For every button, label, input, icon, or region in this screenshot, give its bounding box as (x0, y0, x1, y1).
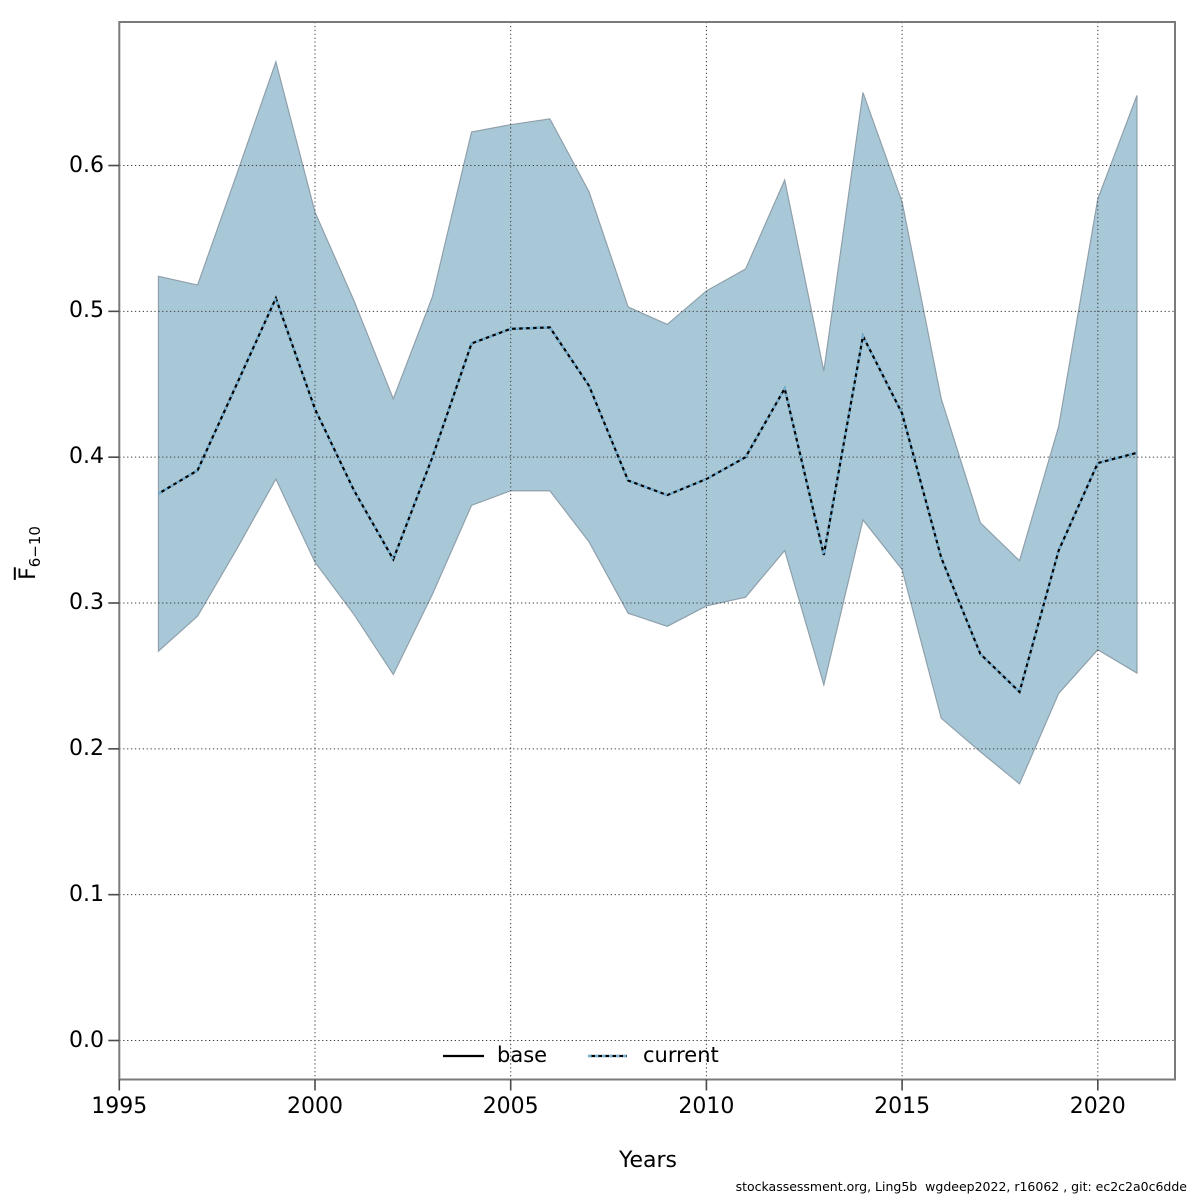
y-tick-label: 0.4 (69, 444, 104, 470)
x-tick-label: 2000 (287, 1094, 343, 1119)
x-tick-label: 2005 (482, 1094, 539, 1119)
y-tick-label: 0.0 (69, 1027, 104, 1053)
y-axis-label: F6−10 (16, 526, 44, 580)
x-tick-label: 2010 (678, 1094, 735, 1119)
x-axis-label: Years (618, 1148, 678, 1173)
x-tick-label: 2015 (874, 1094, 931, 1119)
current-line (157, 295, 1138, 695)
y-tick-label: 0.5 (69, 298, 104, 324)
y-axis-label-fbar: F (15, 567, 41, 580)
x-tick-label: 2020 (1069, 1094, 1126, 1119)
y-tick-label: 0.3 (69, 590, 104, 615)
legend-label-base: base (497, 1043, 548, 1067)
footer-attribution: stockassessment.org, Ling5b wgdeep2022, … (735, 1179, 1187, 1194)
y-tick-label: 0.1 (69, 881, 104, 907)
plot-frame (118, 21, 1176, 1081)
y-tick-label: 0.2 (69, 735, 104, 761)
y-tick-label: 0.6 (69, 152, 104, 178)
legend-label-current: current (643, 1043, 719, 1067)
confidence-band (157, 59, 1138, 785)
x-tick-label: 1995 (91, 1094, 148, 1119)
y-axis-label-subscript: 6−10 (26, 526, 45, 568)
